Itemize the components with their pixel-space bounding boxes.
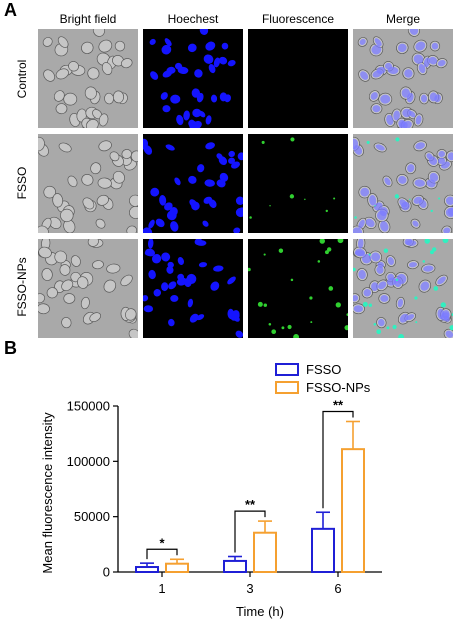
bar-fsso-nps-3h (253, 531, 277, 573)
significance-marker: * (159, 535, 165, 550)
bar-fsso-1h (135, 566, 159, 574)
image-fsso-merge (353, 134, 453, 233)
bar-chart: 0 50000 100000 150000 Mean fluorescence inte… (40, 362, 382, 619)
y-tick-label: 100000 (67, 454, 110, 469)
y-axis-label: Mean fluorescence intensity (40, 412, 55, 574)
row-label-fsso: FSSO (15, 166, 29, 200)
column-header-merge: Merge (385, 12, 420, 26)
image-control-hoechest (143, 29, 243, 128)
image-fsso-fluorescence (248, 134, 348, 233)
panel-b-letter: B (4, 338, 17, 358)
legend-label-fsso: FSSO (306, 362, 341, 377)
bar-fsso-3h (223, 559, 247, 574)
row-label-fsso-nps: FSSO-NPs (15, 257, 29, 317)
column-header-bright-field: Bright field (59, 12, 117, 26)
bar-fsso-nps-1h (165, 562, 189, 573)
image-fsso-nps-hoechest (143, 239, 243, 338)
bar-fsso-6h (311, 527, 335, 573)
significance-marker: ** (333, 397, 344, 412)
significance-bracket (322, 410, 354, 509)
x-tick-label: 3 (246, 581, 253, 596)
image-fsso-nps-merge (353, 239, 453, 338)
x-tick-label: 1 (158, 581, 165, 596)
panel-a-letter: A (4, 0, 17, 20)
significance-bracket (234, 510, 266, 553)
image-fsso-hoechest (143, 134, 243, 233)
legend-label-fsso-nps: FSSO-NPs (306, 380, 371, 395)
y-tick-label: 150000 (67, 399, 110, 414)
significance-marker: ** (245, 497, 256, 512)
image-control-merge (353, 29, 453, 128)
image-control-bright-field (38, 29, 138, 128)
y-tick-label: 0 (103, 565, 110, 580)
y-tick-label: 50000 (74, 509, 110, 524)
x-tick-label: 6 (334, 581, 341, 596)
legend-swatch-fsso-nps (275, 381, 299, 394)
image-control-fluorescence (248, 29, 348, 128)
significance-bracket (146, 548, 178, 560)
x-axis-label: Time (h) (236, 604, 284, 619)
image-fsso-nps-fluorescence (248, 239, 348, 338)
bar-fsso-nps-6h (341, 448, 365, 573)
image-fsso-nps-bright-field (38, 239, 138, 338)
column-header-hoechest: Hoechest (167, 12, 219, 26)
image-fsso-bright-field (38, 134, 138, 233)
legend-swatch-fsso (275, 363, 299, 376)
column-header-fluorescence: Fluorescence (261, 12, 335, 26)
row-label-control: Control (15, 59, 29, 99)
